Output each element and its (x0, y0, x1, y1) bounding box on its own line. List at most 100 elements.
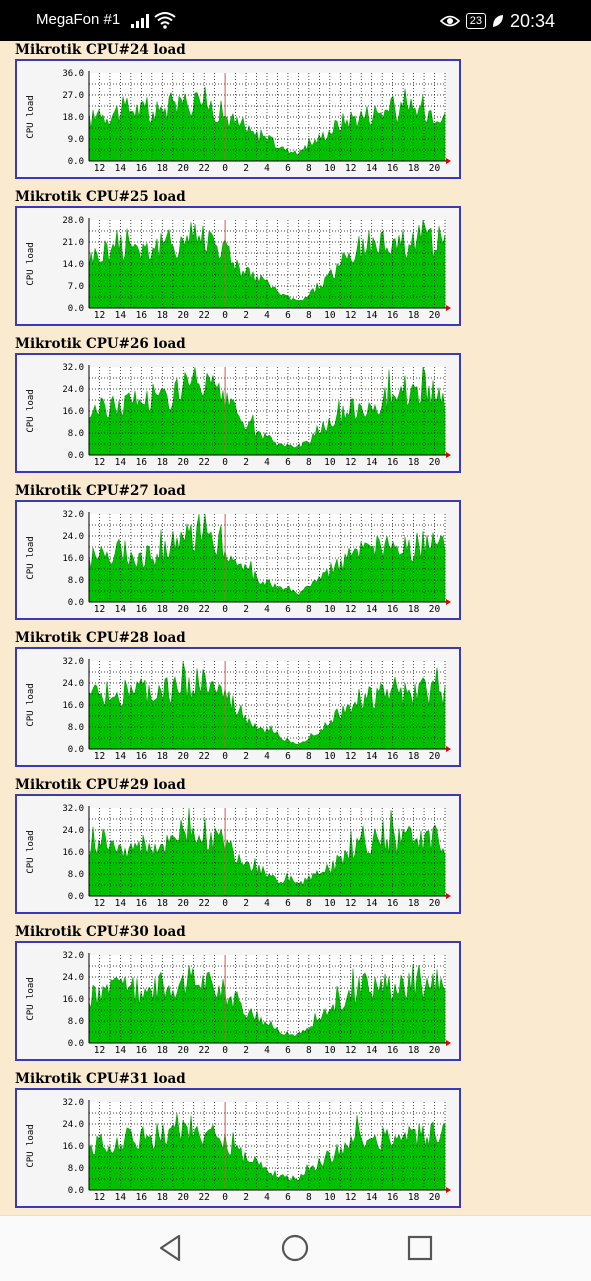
x-tick-label: 20 (178, 310, 190, 321)
x-tick-label: 16 (136, 898, 148, 909)
y-tick-label: 0.0 (68, 1186, 84, 1196)
home-button[interactable] (275, 1230, 315, 1266)
x-tick-label: 22 (198, 898, 209, 909)
x-tick-label: 20 (429, 604, 441, 615)
cpu-load-chart: 12 14 16 18 20 22 0 2 4 6 8 10 12 14 16 18 20 0.0 9.0 18.0 2… (15, 59, 461, 179)
x-tick-label: 12 (94, 163, 105, 174)
x-tick-label: 8 (306, 310, 312, 321)
x-tick-label: 6 (285, 163, 291, 174)
x-tick-label: 10 (324, 898, 336, 909)
x-tick-label: 16 (136, 604, 148, 615)
x-tick-label: 14 (115, 1045, 127, 1056)
x-tick-label: 22 (198, 1192, 209, 1203)
x-tick-label: 14 (115, 604, 127, 615)
x-tick-label: 22 (198, 751, 209, 762)
x-tick-label: 16 (387, 457, 399, 468)
y-tick-label: 8.0 (68, 1164, 84, 1174)
carrier-name: MegaFon #1 (36, 11, 121, 28)
x-tick-label: 12 (94, 604, 105, 615)
y-tick-label: 0.0 (68, 451, 84, 461)
chart-canvas: 12 14 16 18 20 22 0 2 4 6 8 10 12 14 16 18 20 0.0 8.0 16.0 2… (26, 951, 451, 1056)
y-tick-label: 8.0 (68, 870, 84, 880)
x-tick-label: 0 (222, 163, 228, 174)
y-tick-label: 7.0 (68, 282, 84, 292)
x-tick-label: 10 (324, 604, 336, 615)
x-tick-label: 14 (115, 751, 127, 762)
y-tick-label: 16.0 (62, 1142, 84, 1152)
x-tick-label: 0 (222, 310, 228, 321)
back-button[interactable] (150, 1230, 190, 1266)
x-tick-label: 0 (222, 751, 228, 762)
back-icon (159, 1234, 181, 1262)
x-tick-label: 18 (408, 310, 420, 321)
x-tick-label: 20 (429, 1192, 441, 1203)
chart-canvas: 12 14 16 18 20 22 0 2 4 6 8 10 12 14 16 18 20 0.0 8.0 16.0 2… (26, 804, 451, 909)
x-tick-label: 20 (429, 898, 441, 909)
cpu-load-series (88, 964, 446, 1044)
x-tick-label: 18 (408, 751, 420, 762)
cpu-load-chart: 12 14 16 18 20 22 0 2 4 6 8 10 12 14 16 18 20 0.0 8.0 16.0 2… (15, 353, 461, 473)
x-tick-label: 4 (264, 163, 270, 174)
x-tick-label: 18 (157, 163, 169, 174)
x-tick-label: 4 (264, 310, 270, 321)
x-tick-label: 0 (222, 457, 228, 468)
x-tick-label: 22 (198, 163, 209, 174)
x-tick-label: 8 (306, 898, 312, 909)
x-tick-label: 20 (429, 1045, 441, 1056)
cpu-load-chart: 12 14 16 18 20 22 0 2 4 6 8 10 12 14 16 18 20 0.0 8.0 16.0 2… (15, 941, 461, 1061)
graph-panel-cpu30: Mikrotik CPU#30 load 12 14 16 18 20 22 0 2 4 6 8 10… (15, 923, 465, 1061)
y-tick-label: 0.0 (68, 745, 84, 755)
recents-button[interactable] (400, 1230, 440, 1266)
battery-icon: 23 (465, 13, 486, 29)
x-tick-label: 14 (115, 1192, 127, 1203)
chart-canvas: 12 14 16 18 20 22 0 2 4 6 8 10 12 14 16 18 20 0.0 7.0 14.0 2… (26, 216, 451, 321)
graph-title: Mikrotik CPU#25 load (15, 189, 186, 205)
x-tick-label: 12 (345, 604, 356, 615)
x-tick-label: 4 (264, 1045, 270, 1056)
x-tick-label: 12 (94, 310, 105, 321)
x-tick-label: 0 (222, 1192, 228, 1203)
x-tick-label: 16 (387, 604, 399, 615)
x-tick-label: 2 (243, 310, 249, 321)
x-tick-label: 6 (285, 898, 291, 909)
x-tick-label: 8 (306, 1192, 312, 1203)
x-tick-label: 2 (243, 604, 249, 615)
x-tick-label: 22 (198, 457, 209, 468)
y-tick-label: 32.0 (62, 657, 84, 667)
y-tick-label: 21.0 (62, 238, 84, 248)
y-tick-label: 8.0 (68, 723, 84, 733)
x-axis-arrow (446, 746, 451, 752)
y-tick-label: 0.0 (68, 892, 84, 902)
x-tick-label: 8 (306, 163, 312, 174)
x-tick-label: 16 (387, 1192, 399, 1203)
y-axis-label: CPU load (26, 977, 36, 1020)
x-tick-label: 6 (285, 457, 291, 468)
x-tick-label: 18 (157, 1192, 169, 1203)
x-axis-arrow (446, 305, 451, 311)
x-tick-label: 20 (429, 163, 441, 174)
y-tick-label: 8.0 (68, 576, 84, 586)
x-tick-label: 2 (243, 1192, 249, 1203)
x-tick-label: 18 (408, 1192, 420, 1203)
x-tick-label: 16 (387, 898, 399, 909)
graph-panel-cpu27: Mikrotik CPU#27 load 12 14 16 18 20 22 0 2 4 6 8 10… (15, 482, 465, 620)
x-tick-label: 6 (285, 751, 291, 762)
y-tick-label: 0.0 (68, 304, 84, 314)
x-tick-label: 20 (178, 457, 190, 468)
x-tick-label: 4 (264, 1192, 270, 1203)
x-tick-label: 16 (387, 1045, 399, 1056)
leaf-icon (492, 15, 503, 27)
x-tick-label: 16 (387, 310, 399, 321)
graph-list[interactable]: Mikrotik CPU#24 load 12 14 16 18 20 22 0 2 4 6 8 10… (0, 41, 591, 1215)
x-tick-label: 12 (345, 1045, 356, 1056)
x-tick-label: 10 (324, 163, 336, 174)
x-tick-label: 14 (115, 898, 127, 909)
x-tick-label: 16 (387, 163, 399, 174)
x-tick-label: 16 (136, 1045, 148, 1056)
x-tick-label: 22 (198, 604, 209, 615)
chart-canvas: 12 14 16 18 20 22 0 2 4 6 8 10 12 14 16 18 20 0.0 9.0 18.0 2… (26, 69, 451, 174)
y-tick-label: 24.0 (62, 679, 84, 689)
y-tick-label: 32.0 (62, 804, 84, 814)
x-tick-label: 16 (387, 751, 399, 762)
x-tick-label: 4 (264, 604, 270, 615)
